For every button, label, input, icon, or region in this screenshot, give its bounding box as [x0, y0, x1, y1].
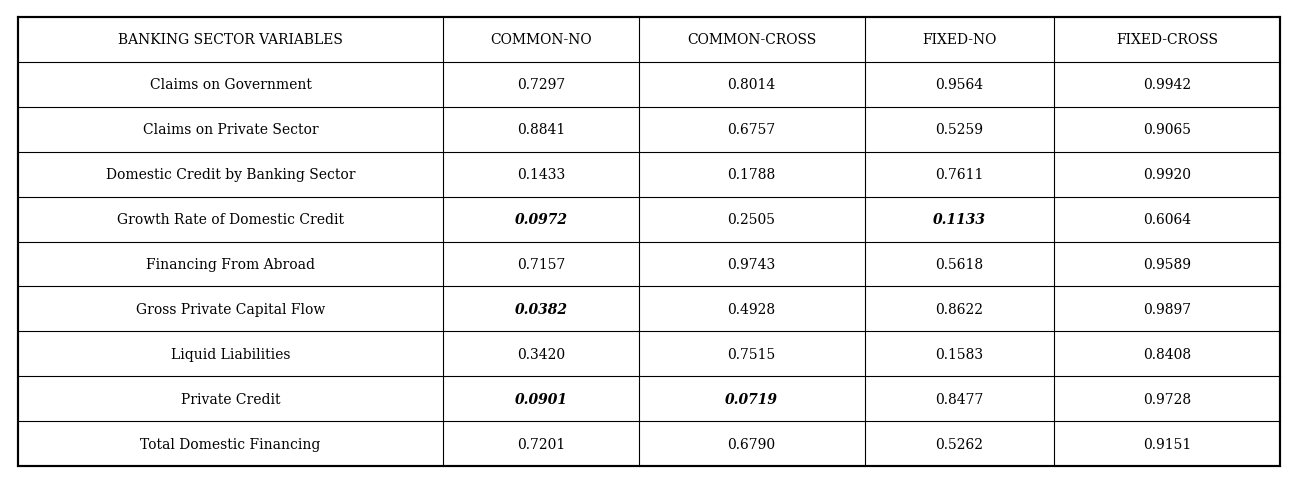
Text: Private Credit: Private Credit: [180, 392, 280, 406]
Text: 0.9728: 0.9728: [1144, 392, 1192, 406]
Text: 0.7611: 0.7611: [935, 168, 984, 182]
Text: 0.8622: 0.8622: [936, 302, 984, 316]
Text: Domestic Credit by Banking Sector: Domestic Credit by Banking Sector: [106, 168, 356, 182]
Text: 0.5618: 0.5618: [936, 257, 984, 272]
Text: 0.9897: 0.9897: [1144, 302, 1192, 316]
Text: 0.7201: 0.7201: [517, 437, 565, 451]
Text: 0.8014: 0.8014: [727, 78, 776, 92]
Text: 0.1788: 0.1788: [727, 168, 776, 182]
Text: Total Domestic Financing: Total Domestic Financing: [140, 437, 321, 451]
Text: 0.0901: 0.0901: [514, 392, 567, 406]
Text: 0.6790: 0.6790: [728, 437, 776, 451]
Text: 0.1133: 0.1133: [933, 212, 985, 227]
Text: 0.8408: 0.8408: [1144, 347, 1192, 361]
Text: 0.8477: 0.8477: [935, 392, 984, 406]
Text: 0.9743: 0.9743: [727, 257, 776, 272]
Text: 0.6757: 0.6757: [727, 123, 776, 137]
Text: 0.9942: 0.9942: [1144, 78, 1192, 92]
Text: Claims on Government: Claims on Government: [149, 78, 312, 92]
Text: COMMON-CROSS: COMMON-CROSS: [687, 33, 816, 47]
Text: 0.9564: 0.9564: [936, 78, 984, 92]
Text: Gross Private Capital Flow: Gross Private Capital Flow: [136, 302, 326, 316]
Text: 0.8841: 0.8841: [517, 123, 565, 137]
Text: Growth Rate of Domestic Credit: Growth Rate of Domestic Credit: [117, 212, 344, 227]
Text: 0.4928: 0.4928: [728, 302, 776, 316]
Text: Liquid Liabilities: Liquid Liabilities: [171, 347, 291, 361]
Text: 0.5262: 0.5262: [936, 437, 984, 451]
Text: 0.7515: 0.7515: [727, 347, 776, 361]
Text: 0.0719: 0.0719: [726, 392, 778, 406]
Text: FIXED-NO: FIXED-NO: [922, 33, 997, 47]
Text: 0.6064: 0.6064: [1144, 212, 1192, 227]
Text: 0.9920: 0.9920: [1144, 168, 1192, 182]
Text: 0.9065: 0.9065: [1144, 123, 1192, 137]
Text: 0.7297: 0.7297: [517, 78, 565, 92]
Text: Claims on Private Sector: Claims on Private Sector: [143, 123, 318, 137]
Text: 0.7157: 0.7157: [517, 257, 565, 272]
Text: 0.9151: 0.9151: [1142, 437, 1192, 451]
Text: 0.1583: 0.1583: [936, 347, 984, 361]
Text: 0.5259: 0.5259: [936, 123, 984, 137]
Text: 0.1433: 0.1433: [517, 168, 565, 182]
Text: COMMON-NO: COMMON-NO: [491, 33, 592, 47]
Text: 0.2505: 0.2505: [728, 212, 776, 227]
Text: 0.0972: 0.0972: [514, 212, 567, 227]
Text: 0.9589: 0.9589: [1144, 257, 1192, 272]
Text: BANKING SECTOR VARIABLES: BANKING SECTOR VARIABLES: [118, 33, 343, 47]
Text: 0.0382: 0.0382: [514, 302, 567, 316]
Text: FIXED-CROSS: FIXED-CROSS: [1116, 33, 1218, 47]
Text: Financing From Abroad: Financing From Abroad: [147, 257, 315, 272]
Text: 0.3420: 0.3420: [517, 347, 565, 361]
